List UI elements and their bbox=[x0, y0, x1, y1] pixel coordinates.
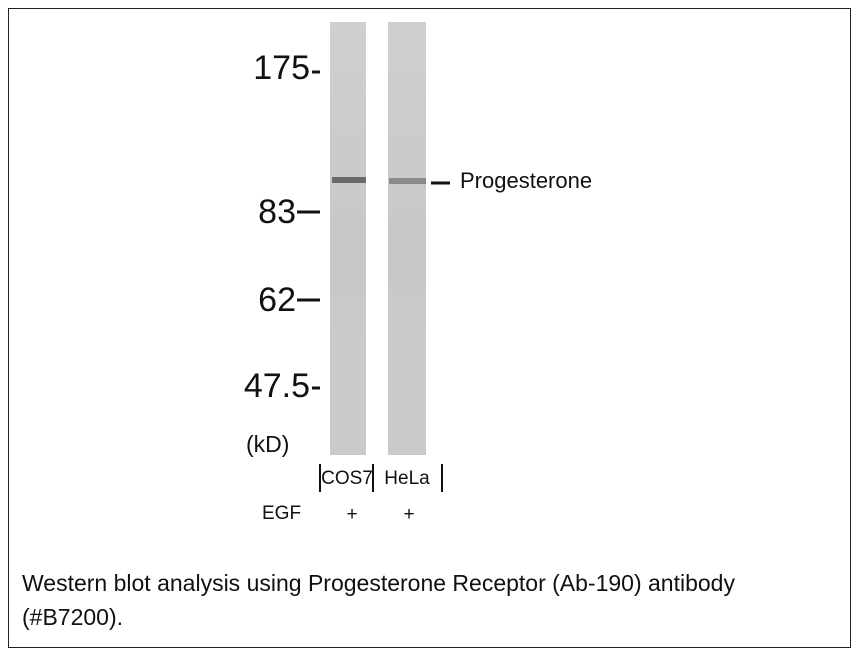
treatment-label: EGF bbox=[262, 503, 301, 524]
page: 175 83 62 47.5 (kD) Progesterone COS7 He… bbox=[0, 0, 862, 627]
marker-label: 47.5 bbox=[244, 367, 310, 405]
marker-label: 175 bbox=[253, 49, 310, 87]
marker-label: 62 bbox=[258, 281, 296, 319]
treatment-sign: + bbox=[403, 504, 414, 525]
band-label: Progesterone bbox=[460, 168, 592, 193]
lane-label: COS7 bbox=[321, 468, 373, 489]
lane-label: HeLa bbox=[384, 468, 430, 489]
band bbox=[389, 178, 426, 184]
lane bbox=[388, 22, 426, 455]
blot-figure: 175 83 62 47.5 (kD) Progesterone COS7 He… bbox=[0, 0, 862, 560]
caption: Western blot analysis using Progesterone… bbox=[22, 566, 842, 634]
treatment-sign: + bbox=[346, 504, 357, 525]
marker-label: 83 bbox=[258, 193, 296, 231]
lane bbox=[330, 22, 366, 455]
unit-label: (kD) bbox=[246, 431, 289, 457]
band bbox=[332, 177, 366, 183]
